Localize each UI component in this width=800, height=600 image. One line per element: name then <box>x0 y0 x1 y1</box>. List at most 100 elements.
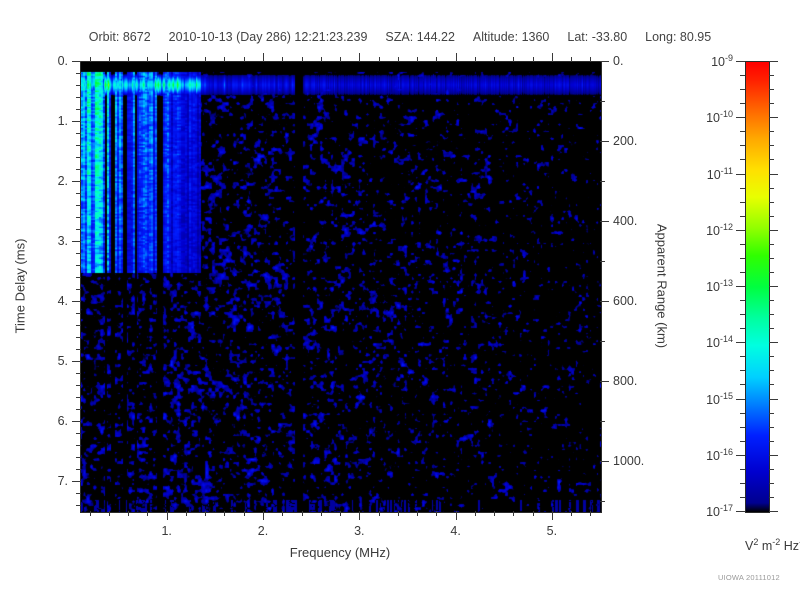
colorbar-minor-tick <box>769 243 774 245</box>
colorbar-minor-tick <box>740 243 745 245</box>
colorbar-minor-tick <box>740 328 745 330</box>
x-axis-major-tick <box>166 511 168 520</box>
x-axis-minor-tick <box>513 57 515 62</box>
y-axis-right-tick-label: 1000. <box>613 454 645 468</box>
colorbar-major-tick <box>736 342 745 344</box>
x-axis-minor-tick <box>89 511 91 516</box>
x-axis-minor-tick <box>571 57 573 62</box>
colorbar-minor-tick <box>740 271 745 273</box>
y-axis-right-minor-tick <box>600 501 605 502</box>
y-axis-right-minor-tick <box>600 181 605 182</box>
y-axis-left-minor-tick <box>76 145 81 146</box>
colorbar-minor-tick <box>769 496 774 498</box>
colorbar-major-tick <box>736 398 745 400</box>
y-axis-right-major-tick <box>600 141 609 142</box>
y-axis-left-major-tick <box>72 181 81 182</box>
y-axis-left-major-tick <box>72 121 81 122</box>
colorbar-minor-tick <box>740 440 745 442</box>
colorbar-minor-tick <box>769 384 774 386</box>
colorbar-major-tick <box>769 117 778 119</box>
colorbar-minor-tick <box>769 468 774 470</box>
header-item-4: Lat: -33.80 <box>567 30 627 44</box>
colorbar-gradient <box>745 61 770 513</box>
colorbar-minor-tick <box>740 131 745 133</box>
x-axis-minor-tick <box>397 511 399 516</box>
x-axis-tick-label: 2. <box>257 524 269 538</box>
y-axis-left-major-tick <box>72 361 81 362</box>
header-item-value-3: 1360 <box>521 30 550 44</box>
x-axis-tick-label: 3. <box>354 524 365 538</box>
colorbar-tick-label: 10-15 <box>706 390 733 407</box>
y-axis-left-major-tick <box>72 241 81 242</box>
x-axis-minor-tick <box>590 511 592 516</box>
y-axis-left-minor-tick <box>76 289 81 290</box>
header-item-value-2: 144.22 <box>416 30 455 44</box>
colorbar-minor-tick <box>740 496 745 498</box>
colorbar-minor-tick <box>740 370 745 372</box>
x-axis-minor-tick <box>185 57 187 62</box>
colorbar-left-ticks: 10-9 10-10 10-11 10-12 10-13 10-14 10-15 10-16 1… <box>706 53 745 519</box>
x-axis-minor-tick <box>282 57 284 62</box>
x-axis-minor-tick <box>417 57 418 62</box>
colorbar-minor-tick <box>740 75 745 77</box>
y-axis-left-minor-tick <box>76 457 81 458</box>
x-axis-minor-tick <box>185 511 187 516</box>
x-axis-minor-tick <box>590 57 592 62</box>
colorbar-major-tick <box>736 117 745 119</box>
colorbar-major-tick <box>736 229 745 231</box>
y-axis-left-minor-tick <box>76 469 81 470</box>
header-item-3: Altitude: 1360 <box>473 30 549 44</box>
y-axis-left-minor-tick <box>76 205 81 206</box>
y-axis-left-major-tick <box>72 481 81 482</box>
colorbar-minor-tick <box>769 440 774 442</box>
x-axis-minor-tick <box>282 511 284 516</box>
x-axis-minor-tick <box>320 511 322 516</box>
y-axis-right-tick-label: 800. <box>613 374 638 388</box>
x-axis-minor-tick <box>571 511 573 516</box>
x-axis-bottom-ticks: 1. 2. 3. 4. 5. <box>80 511 601 538</box>
y-axis-left-minor-tick <box>76 217 81 218</box>
x-axis-minor-tick <box>108 57 110 62</box>
colorbar-minor-tick <box>769 482 774 484</box>
y-axis-left-tick-label: 5. <box>57 354 68 368</box>
header-item-2: SZA: 144.22 <box>385 30 455 44</box>
x-axis-minor-tick <box>494 57 496 62</box>
y-axis-right-tick-label: 200. <box>613 134 638 148</box>
colorbar-minor-tick <box>740 215 745 217</box>
y-axis-left-minor-tick <box>76 373 81 374</box>
colorbar-minor-tick <box>769 271 774 273</box>
colorbar-unit-base: V <box>745 539 754 554</box>
y-axis-right-minor-tick <box>600 101 605 102</box>
ionogram-heatmap-canvas <box>81 62 601 512</box>
x-axis-major-tick <box>263 511 264 520</box>
y-axis-right-title: Apparent Range (km) <box>654 223 670 349</box>
y-axis-left-minor-tick <box>76 229 81 230</box>
colorbar-minor-tick <box>769 314 774 316</box>
y-axis-left-minor-tick <box>76 337 81 338</box>
colorbar-major-tick <box>736 173 745 175</box>
y-axis-right-major-tick <box>600 61 609 62</box>
x-axis-minor-tick <box>474 511 476 516</box>
colorbar-minor-tick <box>769 426 774 428</box>
colorbar-minor-tick <box>740 201 745 203</box>
x-axis-minor-tick <box>224 57 226 62</box>
colorbar-major-tick <box>736 511 745 512</box>
x-axis-minor-tick <box>205 511 207 516</box>
x-axis-tick-label: 4. <box>450 524 461 538</box>
y-axis-left-minor-tick <box>76 193 81 194</box>
header-item-label-3: Altitude: <box>472 30 522 44</box>
x-axis-minor-tick <box>378 57 380 62</box>
y-axis-left-minor-tick <box>76 157 81 158</box>
x-axis-major-tick <box>455 53 457 62</box>
y-axis-left-minor-tick <box>76 325 81 326</box>
x-axis-minor-tick <box>301 511 303 516</box>
y-axis-left-ticks: 0. 1. 2. 3. 4. 5. 6. 7. <box>58 54 81 512</box>
header-item-label-2: SZA: <box>385 30 417 44</box>
colorbar-major-tick <box>769 511 778 512</box>
x-axis-minor-tick <box>397 57 399 62</box>
colorbar-minor-tick <box>769 131 774 133</box>
y-axis-left-minor-tick <box>76 109 81 110</box>
x-axis-major-tick <box>263 53 264 62</box>
y-axis-left-minor-tick <box>76 397 81 398</box>
colorbar-minor-tick <box>740 356 745 358</box>
